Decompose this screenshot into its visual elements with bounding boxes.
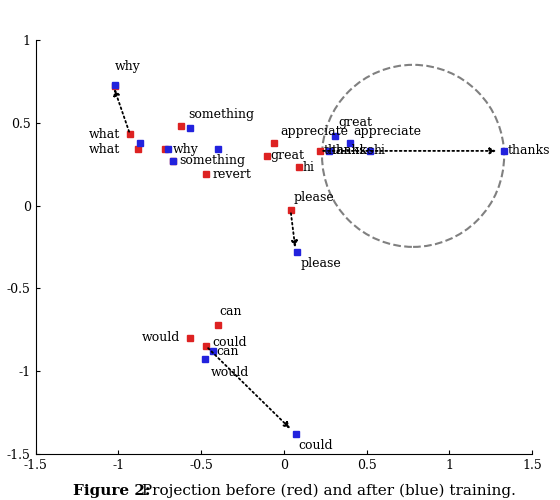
Text: something: something [180, 154, 246, 168]
Text: revert: revert [213, 168, 251, 180]
Text: thanks: thanks [332, 144, 375, 158]
Text: appreciate: appreciate [281, 124, 349, 138]
Text: would: would [141, 332, 180, 344]
Text: would: would [211, 366, 250, 379]
Text: thanks: thanks [507, 144, 550, 158]
Text: hi: hi [374, 144, 385, 158]
Text: great: great [339, 116, 372, 130]
Text: Figure 2:: Figure 2: [73, 484, 150, 498]
Text: please: please [301, 257, 341, 270]
Text: could: could [299, 439, 334, 452]
Text: Projection before (red) and after (blue) training.: Projection before (red) and after (blue)… [137, 483, 516, 498]
Text: thanks: thanks [324, 144, 366, 158]
Text: what: what [89, 142, 120, 156]
Text: can: can [220, 305, 242, 318]
Text: hi: hi [302, 161, 314, 174]
Text: appreciate: appreciate [353, 124, 422, 138]
Text: what: what [89, 128, 120, 141]
Text: why: why [173, 142, 199, 156]
Text: great: great [270, 150, 305, 162]
Text: please: please [294, 191, 335, 204]
Text: something: something [188, 108, 254, 121]
Text: why: why [115, 60, 141, 73]
Text: could: could [213, 336, 248, 349]
Text: can: can [216, 344, 239, 358]
